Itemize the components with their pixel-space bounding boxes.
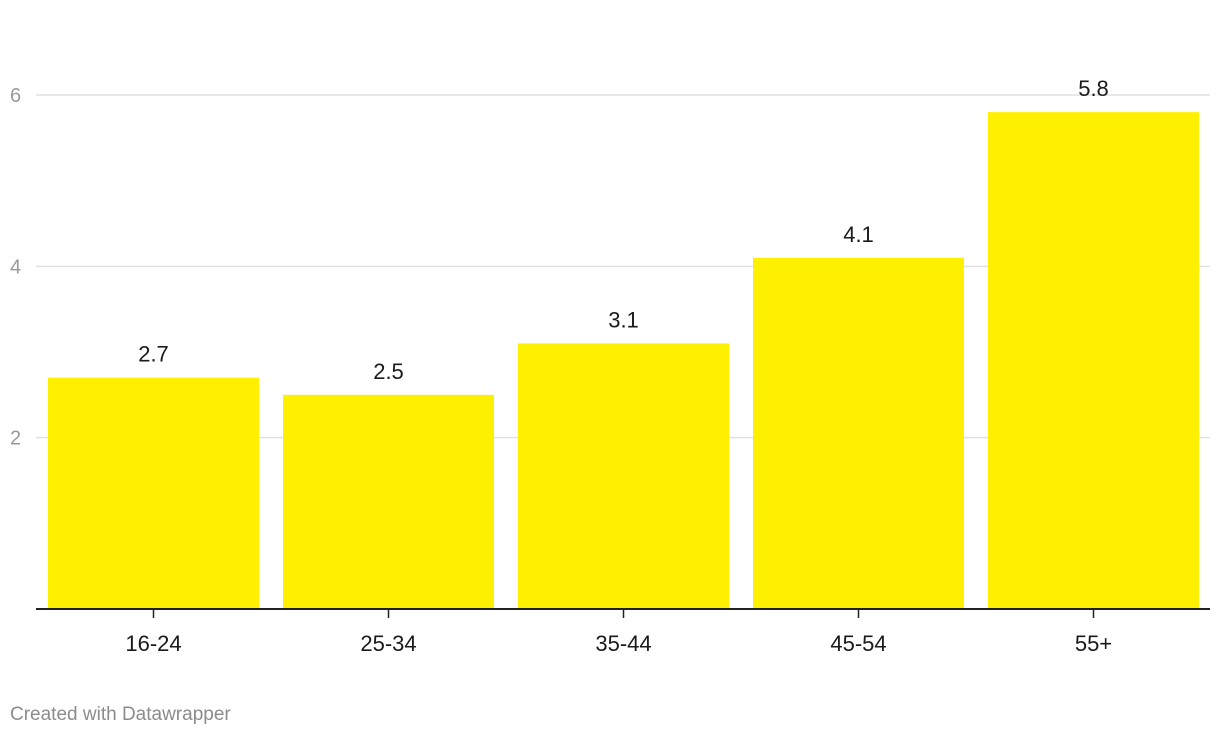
bar-35-44 (518, 343, 729, 609)
value-label: 5.8 (1078, 76, 1109, 101)
credit-text: Created with Datawrapper (10, 704, 231, 725)
value-label: 4.1 (843, 222, 874, 247)
x-tick-label: 55+ (1075, 631, 1112, 656)
bar-45-54 (753, 257, 964, 609)
x-tick-label: 16-24 (125, 631, 181, 656)
y-tick-label: 6 (10, 85, 21, 107)
value-label: 3.1 (608, 307, 639, 332)
value-label: 2.7 (138, 342, 169, 367)
bar-chart: 2 4 6 2.7 2.5 3.1 4.1 5.8 16-24 25-34 35-44 45-54… (10, 76, 1210, 656)
x-tick-label: 45-54 (830, 631, 886, 656)
x-tick-label: 25-34 (360, 631, 416, 656)
value-label: 2.5 (373, 359, 404, 384)
bar-55+ (988, 112, 1199, 609)
x-tick-label: 35-44 (595, 631, 651, 656)
y-tick-label: 2 (10, 428, 21, 450)
x-axis-ticks: 16-24 25-34 35-44 45-54 55+ (125, 609, 1112, 656)
bar-16-24 (48, 377, 259, 609)
y-axis-ticks: 2 4 6 (10, 85, 21, 450)
bars (48, 112, 1199, 609)
y-tick-label: 4 (10, 256, 21, 278)
value-labels: 2.7 2.5 3.1 4.1 5.8 (138, 76, 1109, 384)
bar-25-34 (283, 394, 494, 609)
